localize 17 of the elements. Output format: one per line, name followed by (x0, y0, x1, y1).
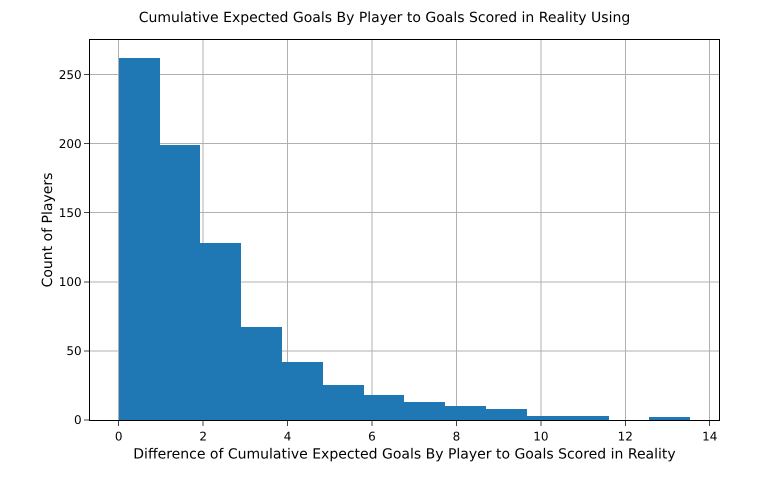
y-tick-label: 200 (58, 136, 82, 151)
y-tick-label: 0 (74, 413, 82, 428)
x-tick-label: 2 (199, 429, 207, 444)
x-tick-label: 12 (618, 429, 633, 444)
x-tick-label: 14 (702, 429, 718, 444)
x-tick-label: 10 (533, 429, 548, 444)
x-tick-label: 4 (284, 429, 292, 444)
x-axis-title: Difference of Cumulative Expected Goals By Player to Goals Scored in Reality (133, 446, 676, 463)
y-tick-label: 100 (58, 275, 82, 290)
y-axis-title: Count of Players (40, 172, 56, 288)
x-tick-label: 8 (452, 429, 460, 444)
x-tick-label: 0 (114, 429, 123, 444)
y-tick-label: 250 (58, 68, 82, 82)
y-tick-label: 150 (58, 206, 82, 220)
y-tick-label: 50 (66, 344, 82, 358)
x-tick-label: 6 (368, 429, 376, 444)
chart-title: Cumulative Expected Goals By Player to Goals Scored in Reality Using (138, 10, 630, 26)
